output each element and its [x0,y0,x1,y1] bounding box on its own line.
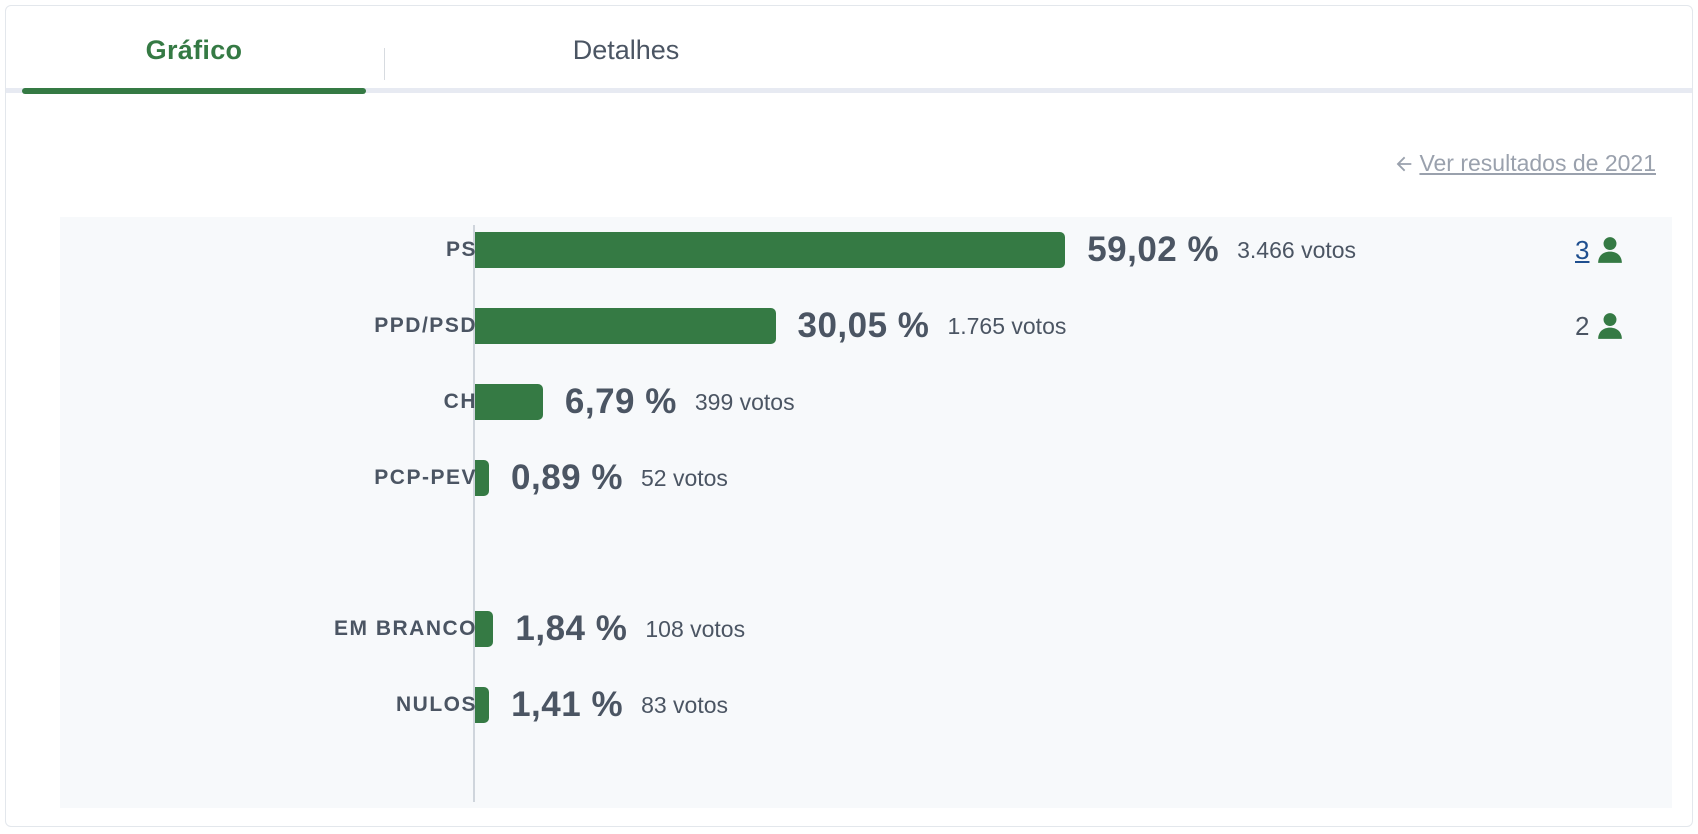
result-bar [475,232,1066,268]
tab-detalhes[interactable]: Detalhes [386,6,866,94]
percentage-label: 30,05 % [797,306,930,345]
result-values: 0,89 % 52 votos [511,458,728,498]
tab-grafico[interactable]: Gráfico [22,6,366,94]
tab-grafico-label: Gráfico [145,34,243,65]
result-bar [475,384,543,420]
percentage-label: 0,89 % [511,458,623,497]
tab-bar-baseline [6,88,1692,93]
votes-label: 3.466 votos [1237,236,1357,263]
results-card: Gráfico Detalhes Ver resultados de 2021 … [5,5,1693,827]
chart-axis-line [473,225,475,802]
percentage-label: 59,02 % [1087,230,1220,269]
result-values: 59,02 % 3.466 votos [1087,230,1356,270]
result-row: CH 6,79 % 399 votos [60,382,1672,422]
result-values: 30,05 % 1.765 votos [798,306,1067,346]
party-label: NULOS [396,693,477,716]
party-label: PCP-PEV [374,466,477,489]
party-label: PS [445,238,477,261]
seats-number: 2 [1575,310,1590,341]
result-row: PCP-PEV 0,89 % 52 votos [60,458,1672,498]
result-values: 1,41 % 83 votos [511,685,728,725]
party-label: PPD/PSD [374,314,477,337]
votes-label: 52 votos [640,464,728,491]
votes-label: 108 votos [645,615,746,642]
result-bar [475,460,489,496]
previous-results-link[interactable]: Ver resultados de 2021 [1393,150,1656,177]
previous-results-link-label: Ver resultados de 2021 [1419,150,1656,176]
votes-label: 83 votos [641,691,729,718]
percentage-label: 1,41 % [511,685,624,724]
seats-count: 2 [1575,306,1623,346]
result-bar [475,611,494,647]
seats-number[interactable]: 3 [1575,234,1590,265]
results-bar-chart: PS 59,02 % 3.466 votos 3 PPD/PSD 30,05 % 1.765… [60,217,1672,808]
result-row: PS 59,02 % 3.466 votos 3 [60,230,1672,270]
seats-count[interactable]: 3 [1575,230,1623,270]
result-bar [475,687,490,723]
result-values: 6,79 % 399 votos [565,382,795,422]
tab-detalhes-label: Detalhes [572,34,680,65]
result-bar [475,308,776,344]
active-tab-indicator [22,88,366,94]
result-values: 1,84 % 108 votos [515,609,745,649]
party-label: CH [443,390,477,413]
arrow-left-icon [1397,156,1412,171]
result-row: EM BRANCO 1,84 % 108 votos [60,609,1672,649]
person-icon [1598,237,1623,263]
person-icon [1598,313,1623,339]
percentage-label: 1,84 % [515,609,628,648]
votes-label: 1.765 votos [947,312,1067,339]
tab-separator [384,48,385,80]
result-row: NULOS 1,41 % 83 votos [60,685,1672,725]
tab-bar: Gráfico Detalhes [6,6,1692,94]
result-row: PPD/PSD 30,05 % 1.765 votos 2 [60,306,1672,346]
percentage-label: 6,79 % [564,382,677,421]
votes-label: 399 votos [694,388,795,415]
party-label: EM BRANCO [334,617,477,640]
